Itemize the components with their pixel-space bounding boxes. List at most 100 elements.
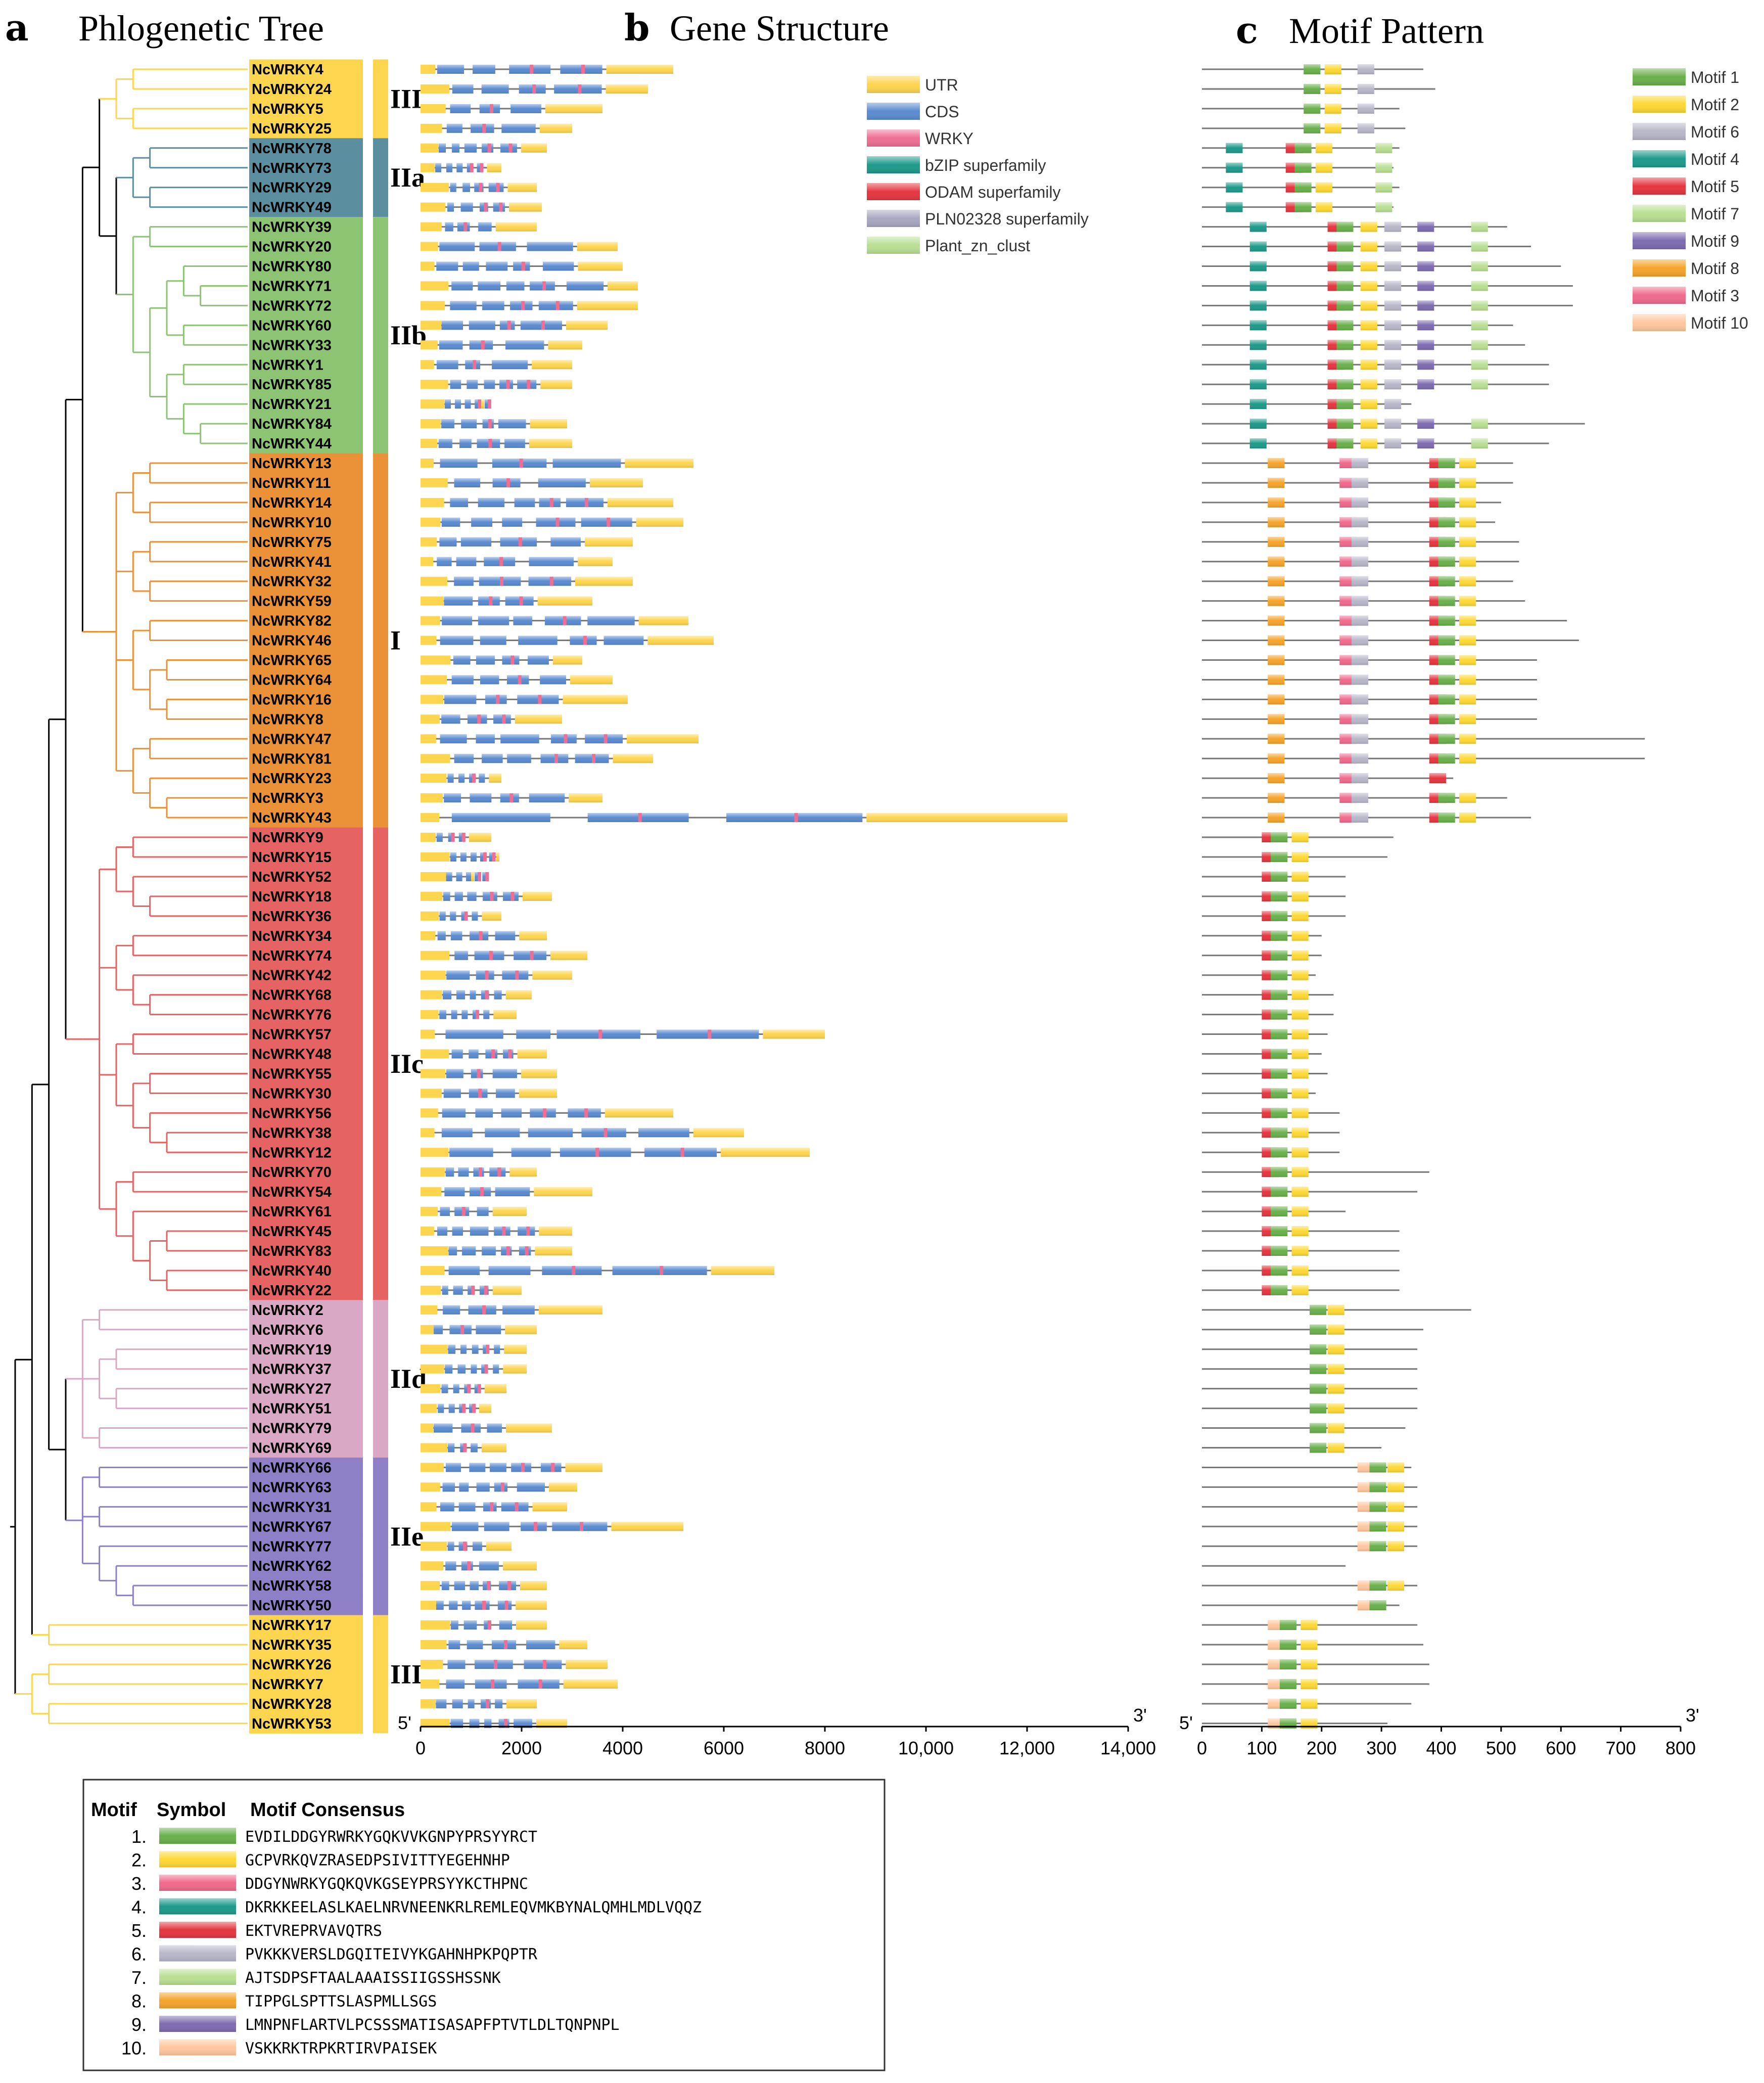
motif-box-shade xyxy=(1471,300,1488,311)
cds-shade xyxy=(484,1718,492,1728)
motif-box-shade xyxy=(1459,615,1476,626)
gene-label: NcWRKY40 xyxy=(252,1263,332,1279)
gene-label: NcWRKY6 xyxy=(252,1322,323,1338)
gene-label-bg xyxy=(249,197,363,217)
gene-structure-row xyxy=(421,459,693,468)
utr-block xyxy=(421,891,443,901)
motif-box-shade xyxy=(1336,221,1354,232)
wrky-domain xyxy=(496,695,500,704)
motif-box-shade xyxy=(1417,320,1434,331)
axis-c-tick-label: 0 xyxy=(1197,1738,1207,1758)
motif-box-shade xyxy=(1271,1167,1288,1178)
cds-shade xyxy=(462,1246,476,1255)
gene-label-bg xyxy=(249,237,363,257)
utr-block xyxy=(421,517,441,527)
motif-box-shade xyxy=(1351,596,1369,606)
motif-legend-swatch-shade xyxy=(1633,123,1686,140)
utr-shade xyxy=(565,1463,602,1472)
gene-label: NcWRKY45 xyxy=(252,1224,332,1240)
motif-row xyxy=(1202,1265,1400,1276)
wrky-domain xyxy=(555,301,560,310)
wrky-domain xyxy=(491,1679,495,1689)
utr-shade xyxy=(516,1601,547,1610)
gene-structure-row xyxy=(421,1403,491,1413)
gene-label: NcWRKY18 xyxy=(252,889,332,905)
utr-shade xyxy=(492,1207,527,1216)
wrky-domain xyxy=(475,1010,479,1019)
axis-b-tick-label: 12,000 xyxy=(999,1738,1055,1758)
group-bar xyxy=(373,1300,388,1458)
motif-box-shade xyxy=(1271,950,1288,961)
group-label: I xyxy=(390,625,401,656)
motif-box-shade xyxy=(1357,64,1374,74)
motif-row xyxy=(1202,1029,1328,1039)
wrky-domain xyxy=(496,183,500,192)
gene-label: NcWRKY28 xyxy=(252,1696,332,1712)
wrky-domain xyxy=(500,1482,504,1492)
axis-c-right-end: 3' xyxy=(1686,1705,1699,1726)
axis-c-tick-label: 700 xyxy=(1606,1738,1636,1758)
group-bar xyxy=(373,827,388,1300)
cds-shade xyxy=(478,281,501,291)
motif-box-shade xyxy=(1459,556,1476,567)
wrky-domain xyxy=(506,478,510,487)
cds-shade xyxy=(467,891,477,901)
motif-box-shade xyxy=(1291,1029,1309,1039)
cds-shade xyxy=(438,439,452,448)
gene-structure-row xyxy=(421,478,643,487)
utr-block xyxy=(421,1699,436,1708)
utr-block xyxy=(421,163,435,172)
motif-box-shade xyxy=(1268,694,1285,705)
gene-structure-row xyxy=(421,517,683,527)
motif-row xyxy=(1202,734,1645,744)
motif-box-shade xyxy=(1417,221,1434,232)
motif-row xyxy=(1202,1383,1418,1394)
legend-label: CDS xyxy=(925,103,959,121)
table-motif-number: 7. xyxy=(131,1967,147,1988)
utr-shade xyxy=(570,675,613,685)
utr-shade xyxy=(539,123,572,133)
gene-label-bg xyxy=(249,374,363,395)
wrky-domain xyxy=(525,1246,529,1255)
cds-shade xyxy=(450,1620,458,1630)
utr-shade xyxy=(486,1542,512,1551)
wrky-domain xyxy=(467,1384,471,1393)
cds-shade xyxy=(479,774,485,783)
cds-shade xyxy=(447,1542,454,1551)
gene-label: NcWRKY29 xyxy=(252,180,332,196)
motif-box-shade xyxy=(1351,536,1369,547)
motif-box-shade xyxy=(1360,399,1377,410)
motif-box-shade xyxy=(1226,202,1243,212)
motif-box-shade xyxy=(1249,261,1267,271)
wrky-domain xyxy=(518,537,522,547)
cds-shade xyxy=(442,1285,448,1295)
motif-row xyxy=(1202,1600,1400,1611)
utr-shade xyxy=(534,1187,592,1197)
utr-shade xyxy=(545,104,602,113)
cds-shade xyxy=(526,1640,555,1649)
motif-box-shade xyxy=(1268,812,1285,823)
motif-row xyxy=(1202,1049,1322,1059)
table-motif-number: 10. xyxy=(121,2038,147,2059)
utr-shade xyxy=(536,1718,567,1728)
utr-shade xyxy=(647,636,714,645)
motif-row xyxy=(1202,162,1394,173)
cds-shade xyxy=(466,872,473,881)
motif-box-shade xyxy=(1327,1403,1344,1414)
utr-shade xyxy=(506,1699,537,1708)
motif-box-shade xyxy=(1327,1423,1344,1433)
cds-shade xyxy=(455,399,461,409)
gene-label: NcWRKY55 xyxy=(252,1066,332,1082)
wrky-domain xyxy=(581,65,585,74)
motif-box-shade xyxy=(1438,655,1455,665)
cds-shade xyxy=(486,261,508,271)
wrky-domain xyxy=(479,183,483,192)
utr-shade xyxy=(577,301,638,310)
motif-box-shade xyxy=(1459,793,1476,803)
motif-box-shade xyxy=(1351,812,1369,823)
utr-shade xyxy=(763,1029,825,1039)
cds-shade xyxy=(463,1620,477,1630)
gene-structure-row xyxy=(421,84,648,94)
gene-label: NcWRKY38 xyxy=(252,1125,332,1141)
motif-box-shade xyxy=(1384,438,1402,449)
